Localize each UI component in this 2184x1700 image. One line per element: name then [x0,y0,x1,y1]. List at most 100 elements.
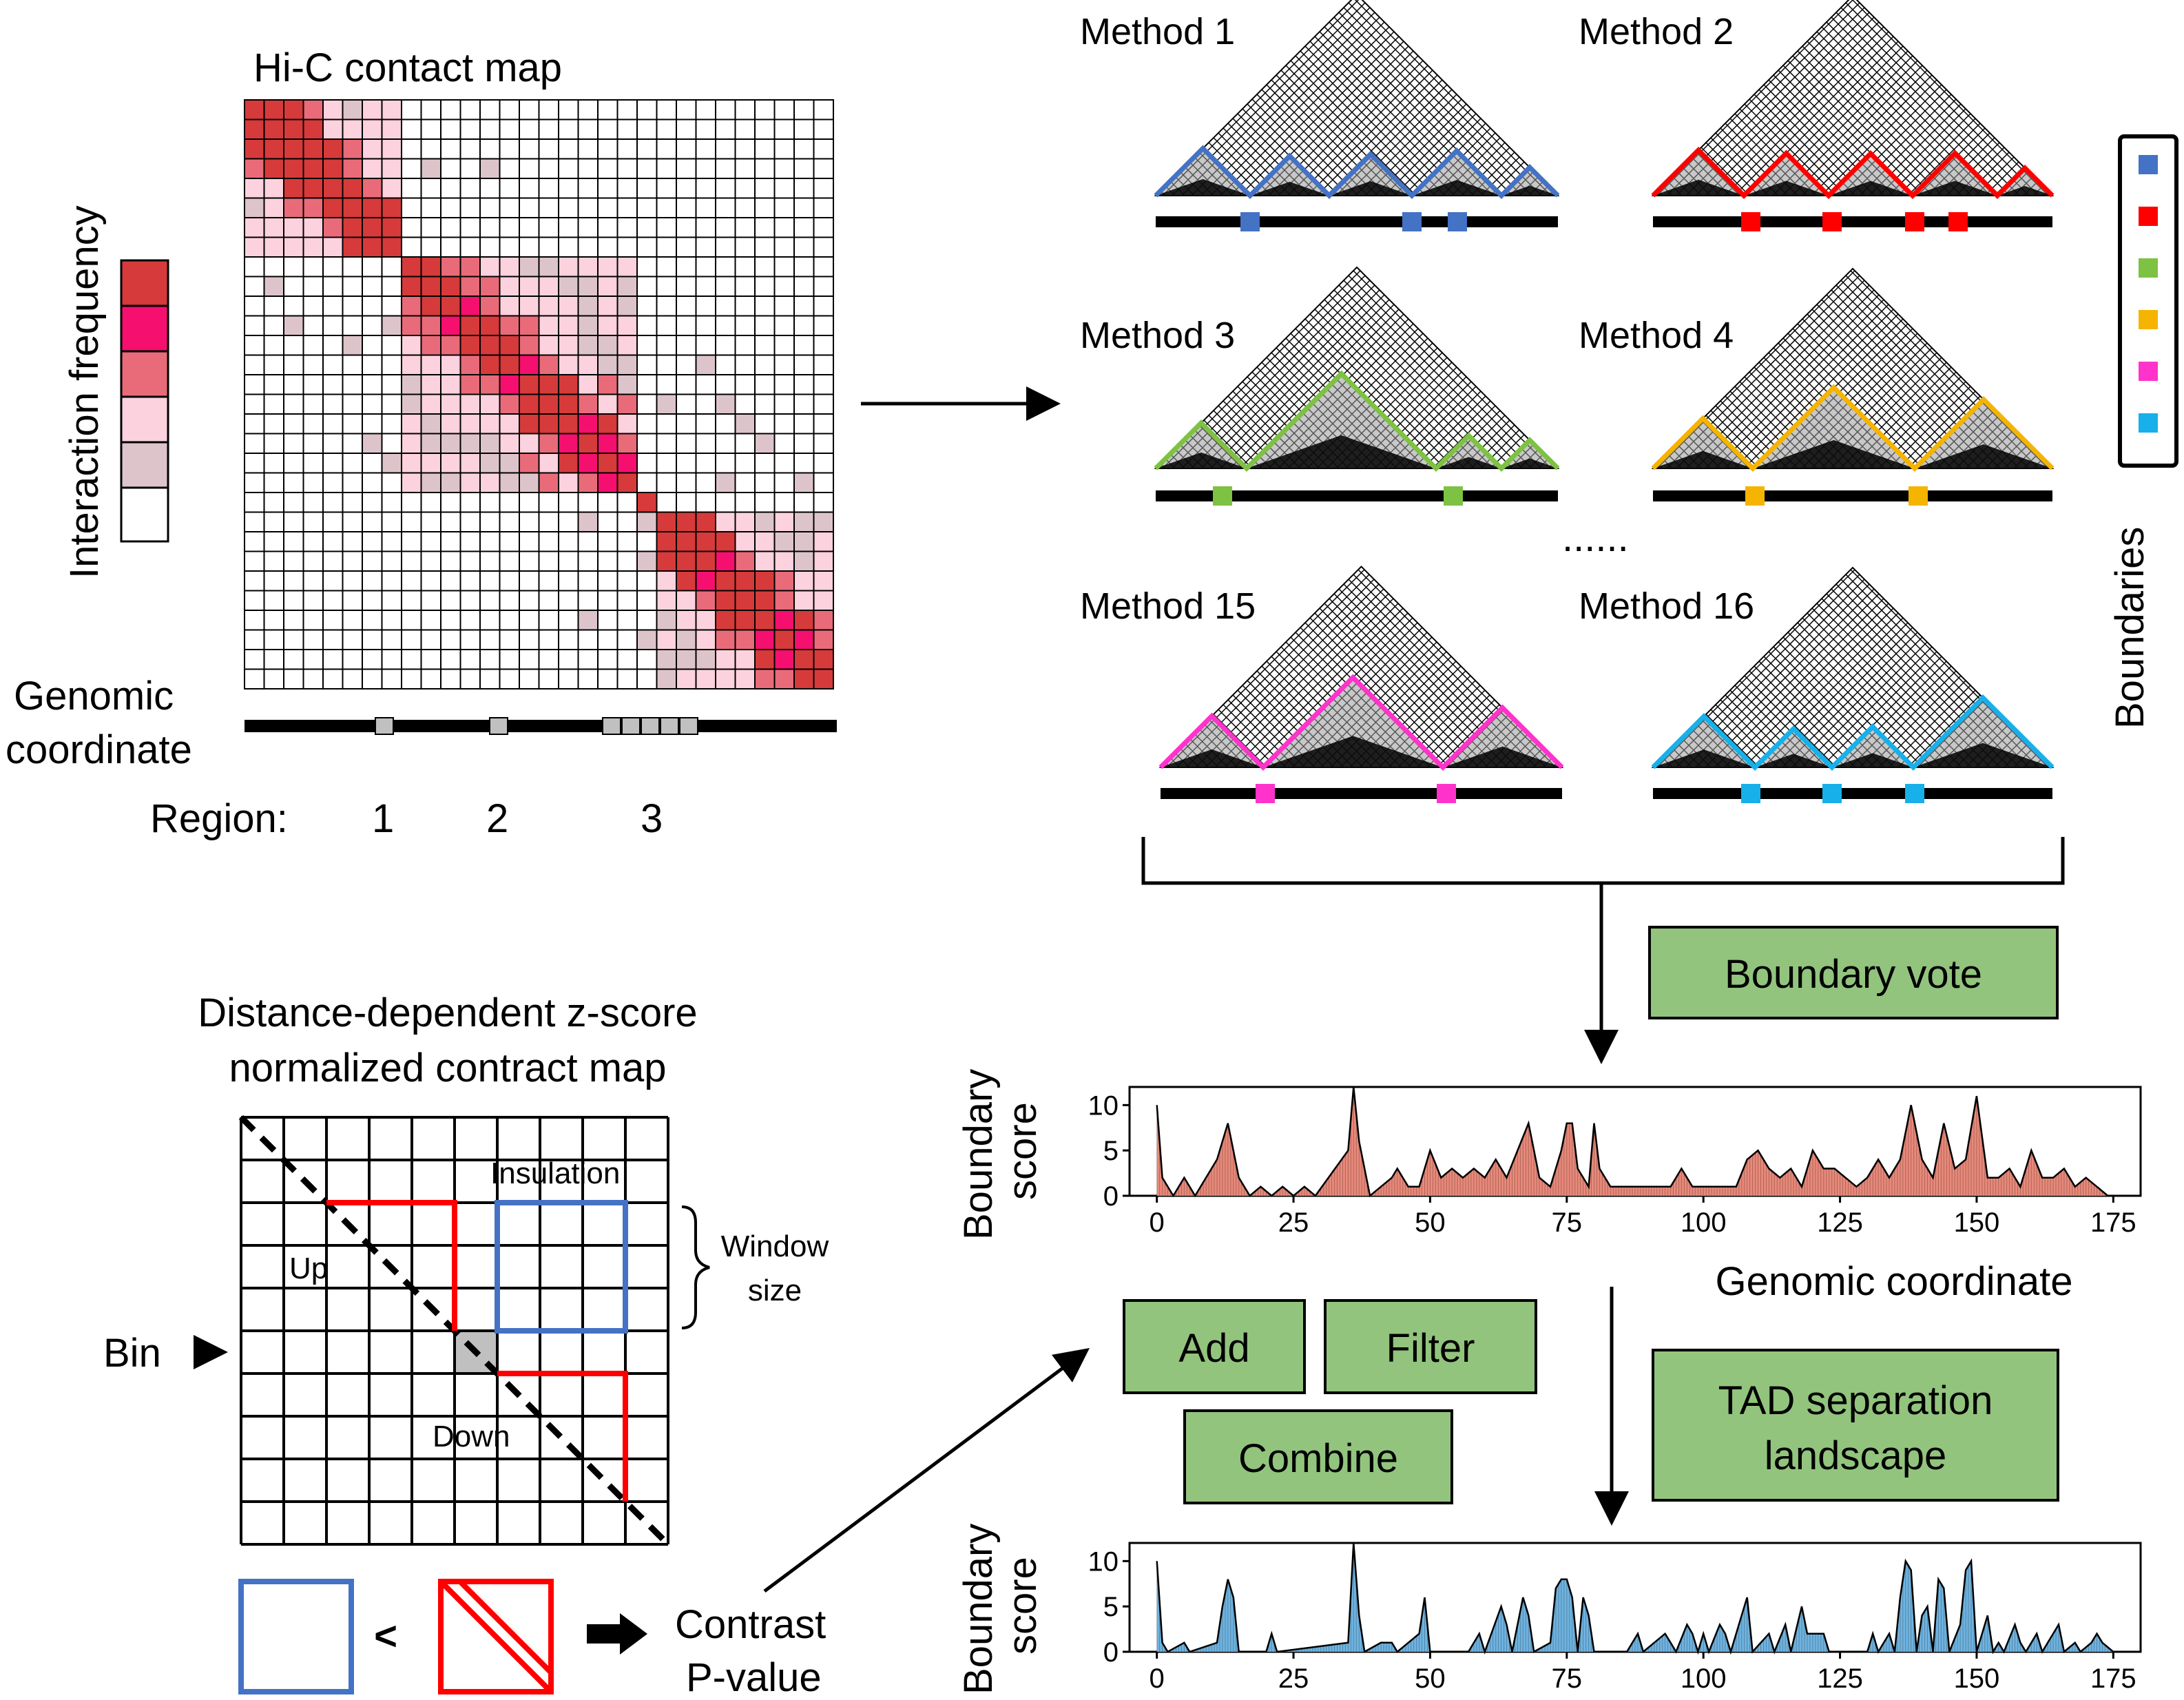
tad-boundary-line [1651,384,2055,472]
hic-cell [420,453,441,474]
hic-cell [244,590,265,611]
hic-cell [342,531,363,552]
hic-cell [244,335,265,356]
hic-cell [577,649,599,670]
boundary-marker [1948,212,1968,231]
hic-cell [616,393,638,415]
hic-cell [401,335,422,356]
hic-cell [597,354,618,375]
hic-cell [459,335,481,356]
x-tick-label: 0 [1150,1663,1165,1694]
hic-cell [715,550,736,572]
hic-cell [597,570,618,592]
hic-cell [342,374,363,395]
scale-swatch-1 [120,259,169,307]
hic-cell [636,374,658,395]
hic-cell [479,668,501,690]
hic-cell [538,433,559,454]
hic-cell [773,354,795,375]
boundary-marker [1444,486,1463,506]
window-brace [681,1205,710,1329]
hic-cell [715,531,736,552]
hic-cell [813,610,834,631]
hic-cell [519,531,540,552]
hic-cell [459,590,481,611]
hic-cell [302,550,324,572]
x-tick-label: 50 [1415,1663,1446,1694]
hic-cell [381,590,402,611]
hic-cell [695,296,716,317]
hic-cell [283,335,304,356]
hic-cell [499,629,520,650]
hic-cell [715,118,736,140]
hic-cell [597,413,618,435]
hic-cell [577,99,599,121]
hic-cell [302,433,324,454]
hic-cell [676,236,697,258]
hic-cell [813,296,834,317]
hic-cell [302,590,324,611]
hic-cell [754,217,776,238]
hic-cell [283,649,304,670]
hic-cell [773,550,795,572]
hic-cell [656,531,677,552]
hic-cell [302,531,324,552]
hic-cell [695,511,716,532]
hic-cell [459,492,481,513]
hic-cell [773,590,795,611]
hic-cell [616,570,638,592]
hic-cell [362,550,383,572]
tad-shading [1329,154,1412,196]
method-label-16: Method 16 [1579,585,1754,627]
hic-title: Hi-C contact map [253,45,562,90]
insulation-window [495,1200,628,1334]
hic-cell [754,413,776,435]
tad-core [1263,736,1443,767]
hic-cell [459,118,481,140]
hic-cell [695,668,716,690]
tad-shading [1913,153,1997,196]
hic-cell [283,217,304,238]
hic-cell [754,374,776,395]
x-tick-label: 75 [1552,1663,1583,1694]
y-tick-label: 0 [1103,1181,1119,1212]
hic-cell [283,197,304,218]
hic-cell [244,550,265,572]
insulation-label: Insulation [490,1157,620,1190]
hic-cell [499,296,520,317]
hic-cell [715,472,736,493]
genome-bar [1653,216,2052,227]
hic-cell [302,472,324,493]
method-label-3: Method 3 [1080,315,1235,356]
hic-cell [244,668,265,690]
scale-swatch-5 [120,441,169,489]
hic-cell [263,296,284,317]
hic-cell [734,197,756,218]
hic-cell [793,158,815,179]
hic-cell [499,118,520,140]
hic-cell [263,413,284,435]
hic-cell [656,197,677,218]
hic-cell [734,453,756,474]
hic-cell [401,138,422,160]
hic-cell [459,570,481,592]
method-diagram-3 [1154,266,1560,506]
hic-cell [577,315,599,336]
hic-cell [244,315,265,336]
hic-cell [695,118,716,140]
hic-cell [244,472,265,493]
hic-cell [381,217,402,238]
method-diagrams [1154,0,2055,803]
tad-core [1653,749,1755,767]
hic-cell [676,531,697,552]
hic-cell [283,413,304,435]
hic-cell [244,256,265,278]
tad-core [1753,439,1915,468]
hic-cell [636,668,658,690]
hic-cell [322,453,344,474]
hic-cell [734,610,756,631]
hic-cell [479,570,501,592]
hic-cell [263,276,284,297]
hic-cell [362,178,383,199]
legend-swatch-4 [2139,310,2158,329]
